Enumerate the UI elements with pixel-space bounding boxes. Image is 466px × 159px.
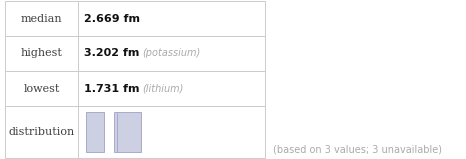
Text: lowest: lowest <box>23 83 60 93</box>
Text: (based on 3 values; 3 unavailable): (based on 3 values; 3 unavailable) <box>273 144 442 154</box>
Text: 2.669 fm: 2.669 fm <box>84 14 140 24</box>
Text: highest: highest <box>21 48 62 59</box>
Text: median: median <box>21 14 62 24</box>
Bar <box>5 106 265 158</box>
Text: (potassium): (potassium) <box>142 48 200 59</box>
Text: (lithium): (lithium) <box>142 83 184 93</box>
Text: 1.731 fm: 1.731 fm <box>84 83 139 93</box>
Bar <box>5 36 265 71</box>
Text: distribution: distribution <box>8 127 75 137</box>
Bar <box>114 112 117 152</box>
Text: 3.202 fm: 3.202 fm <box>84 48 139 59</box>
Bar <box>5 1 265 36</box>
Bar <box>117 112 141 152</box>
Bar <box>86 112 104 152</box>
Bar <box>5 71 265 106</box>
